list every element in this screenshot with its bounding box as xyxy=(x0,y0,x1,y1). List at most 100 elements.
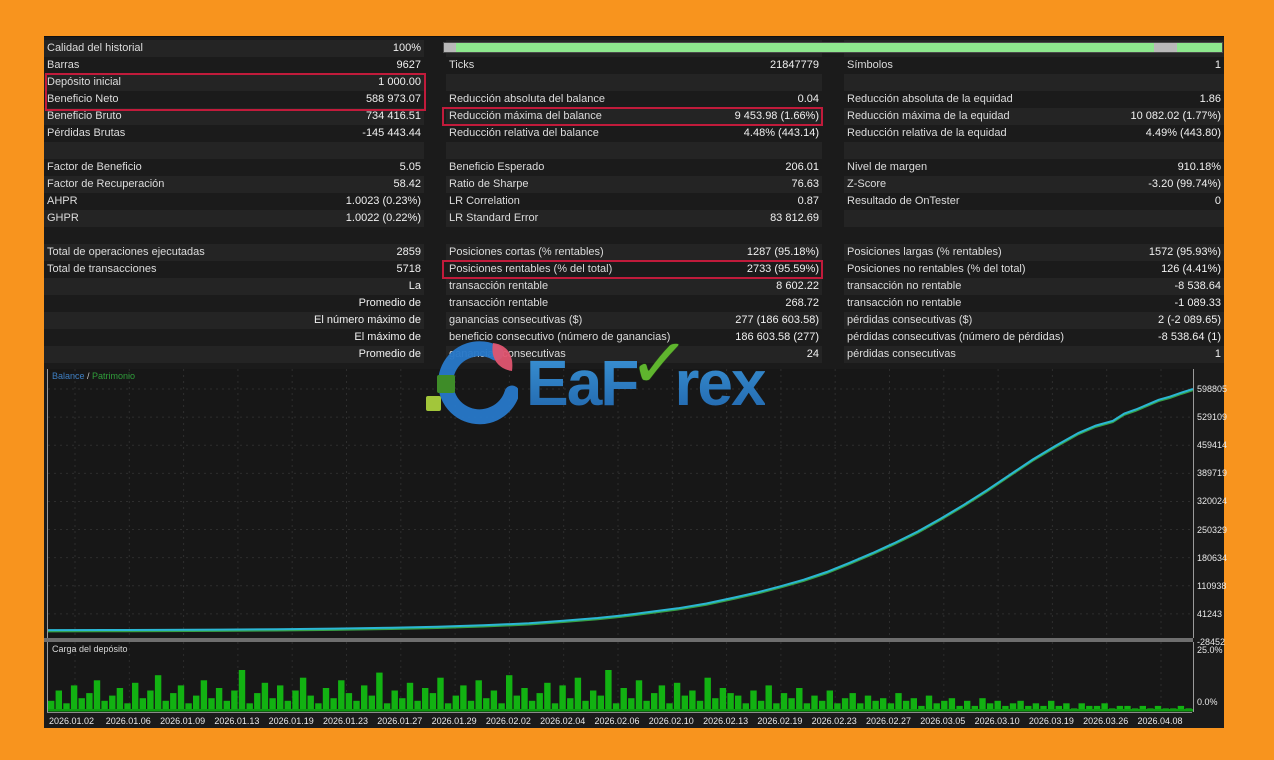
stat-row: Ticks 21847779 xyxy=(446,57,822,74)
stat-row xyxy=(446,74,822,91)
stat-row: Z-Score -3.20 (99.74%) xyxy=(844,176,1224,193)
x-date-label: 2026.03.19 xyxy=(1028,716,1074,726)
stat-row: Ratio de Sharpe 76.63 xyxy=(446,176,822,193)
stat-row: Posiciones rentables (% del total) 2733 (… xyxy=(446,261,822,278)
stat-row: ganancias consecutivas ($) 277 (186 603.5… xyxy=(446,312,822,329)
x-date-label: 2026.02.27 xyxy=(865,716,912,726)
stat-row xyxy=(44,227,424,244)
stat-row xyxy=(446,227,822,244)
check-icon: ✓ xyxy=(626,322,691,406)
x-date-label: 2026.03.05 xyxy=(920,716,966,726)
stat-row: Reducción máxima del balance 9 453.98 (1.… xyxy=(446,108,822,125)
balance-chart[interactable]: Balance / Patrimonio xyxy=(47,369,1194,643)
x-date-label: 2026.01.29 xyxy=(431,716,477,726)
stat-row: beneficio consecutivo (número de gananci… xyxy=(446,329,822,346)
x-date-label: 2026.01.09 xyxy=(160,716,206,726)
stat-row xyxy=(844,210,1224,227)
stat-row xyxy=(844,142,1224,159)
stat-row: pérdidas consecutivas (número de pérdida… xyxy=(844,329,1224,346)
stat-row: Beneficio Esperado 206.01 xyxy=(446,159,822,176)
stat-row: Posiciones largas (% rentables) 1572 (95.… xyxy=(844,244,1224,261)
y-tick-label: 389719 xyxy=(1197,468,1228,479)
stat-row: Factor de Recuperación 58.42 xyxy=(44,176,424,193)
y-tick-label: 41243 xyxy=(1197,608,1223,619)
y-tick-label: 320024 xyxy=(1197,496,1228,507)
y-tick-label: 529109 xyxy=(1197,412,1228,423)
stat-row: Reducción absoluta del balance 0.04 xyxy=(446,91,822,108)
chart-divider xyxy=(44,638,1193,642)
highlight-box-deposit-net-profit xyxy=(45,73,426,111)
stat-row xyxy=(44,142,424,159)
eaforex-logo: EaFo ✓ rex xyxy=(422,322,765,428)
y-axis-labels: 598805 529109 459414 389719 320024 250329 1806… xyxy=(1197,369,1227,727)
balance-curve-svg xyxy=(47,369,1194,643)
stat-row: GHPR 1.0022 (0.22%) xyxy=(44,210,424,227)
stat-row: El máximo de xyxy=(44,329,424,346)
stat-row: Total de operaciones ejecutadas 2859 xyxy=(44,244,424,261)
stats-grid: Calidad del historial 100% Barras 9627 Depós… xyxy=(44,40,1224,363)
x-date-label: 2026.02.06 xyxy=(594,716,640,726)
stat-row: Promedio de xyxy=(44,346,424,363)
highlight-box-profitable-positions xyxy=(442,260,823,279)
stat-row: Posiciones no rentables (% del total) 126… xyxy=(844,261,1224,278)
stats-column-middle: Ticks 21847779 Reducción absoluta del bala… xyxy=(446,40,822,363)
stat-row: pérdidas consecutivas ($) 2 (-2 089.65) xyxy=(844,312,1224,329)
x-date-label: 2026.03.26 xyxy=(1083,716,1129,726)
stat-row: Nivel de margen 910.18% xyxy=(844,159,1224,176)
stat-row xyxy=(844,227,1224,244)
stat-row: Depósito inicial 1 000.00 xyxy=(44,74,424,91)
y-tick-label: -28452 xyxy=(1197,637,1226,647)
x-date-label: 2026.02.19 xyxy=(757,716,803,726)
stat-row: transacción no rentable -1 089.33 xyxy=(844,295,1224,312)
x-date-label: 2026.01.23 xyxy=(322,716,369,726)
x-date-label: 2026.01.27 xyxy=(377,716,423,726)
stat-row: Calidad del historial 100% xyxy=(44,40,424,57)
deposit-load-svg xyxy=(48,642,1193,712)
x-date-label: 2026.03.10 xyxy=(974,716,1020,726)
stat-row: Factor de Beneficio 5.05 xyxy=(44,159,424,176)
x-date-label: 2026.01.02 xyxy=(49,716,95,726)
stats-column-right: Símbolos 1 Reducción absoluta de la equida… xyxy=(844,40,1224,363)
stat-row: La xyxy=(44,278,424,295)
stat-row: Beneficio Neto 588 973.07 xyxy=(44,91,424,108)
stat-row: pérdidas consecutivas 1 xyxy=(844,346,1224,363)
deposit-load-chart[interactable]: Carga del depósito xyxy=(47,642,1194,712)
deposit-load-title: Carga del depósito xyxy=(52,644,128,654)
stat-row: Reducción absoluta de la equidad 1.86 xyxy=(844,91,1224,108)
x-date-label: 2026.02.10 xyxy=(648,716,694,726)
history-quality-bar xyxy=(443,42,1223,53)
stat-row: Beneficio Bruto 734 416.51 xyxy=(44,108,424,125)
percent-tick-label: 0.0% xyxy=(1197,697,1218,707)
x-date-label: 2026.02.13 xyxy=(703,716,749,726)
stat-row: LR Correlation 0.87 xyxy=(446,193,822,210)
stat-row: Posiciones cortas (% rentables) 1287 (95.… xyxy=(446,244,822,261)
x-date-label: 2026.01.06 xyxy=(105,716,151,726)
stat-row: Reducción relativa del balance 4.48% (443… xyxy=(446,125,822,142)
eaforex-logo-text: EaFo ✓ rex xyxy=(526,322,765,426)
stat-row: Símbolos 1 xyxy=(844,57,1224,74)
legend-balance: Balance xyxy=(52,371,85,381)
stat-row: Resultado de OnTester 0 xyxy=(844,193,1224,210)
highlight-box-max-balance-drawdown xyxy=(442,107,823,126)
stat-row: Barras 9627 xyxy=(44,57,424,74)
stat-row: Promedio de xyxy=(44,295,424,312)
stat-row: transacción no rentable -8 538.64 xyxy=(844,278,1224,295)
x-date-label: 2026.01.13 xyxy=(214,716,260,726)
chart-legend: Balance / Patrimonio xyxy=(52,371,135,381)
stat-row xyxy=(844,74,1224,91)
legend-equity: Patrimonio xyxy=(92,371,136,381)
legend-separator: / xyxy=(84,371,93,381)
x-date-label: 2026.04.08 xyxy=(1137,716,1183,726)
y-tick-label: 180634 xyxy=(1197,552,1228,563)
x-date-label: 2026.02.02 xyxy=(485,716,531,726)
percent-tick-label: 25.0% xyxy=(1197,645,1223,655)
stat-row: transacción rentable 8 602.22 xyxy=(446,278,822,295)
stat-row: Reducción relativa de la equidad 4.49% (4… xyxy=(844,125,1224,142)
stat-row xyxy=(446,142,822,159)
report-panel: Calidad del historial 100% Barras 9627 Depós… xyxy=(44,36,1227,729)
x-axis-dates: 2026.01.02 2026.01.06 2026.01.09 2026.01.13… xyxy=(47,712,1192,729)
x-date-label: 2026.01.19 xyxy=(268,716,314,726)
stats-column-left: Calidad del historial 100% Barras 9627 Depós… xyxy=(44,40,424,363)
stat-row: El número máximo de xyxy=(44,312,424,329)
